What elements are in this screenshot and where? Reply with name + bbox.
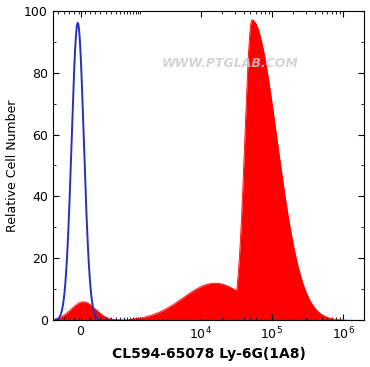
Text: WWW.PTGLAB.COM: WWW.PTGLAB.COM — [162, 57, 299, 70]
X-axis label: CL594-65078 Ly-6G(1A8): CL594-65078 Ly-6G(1A8) — [112, 348, 306, 361]
Y-axis label: Relative Cell Number: Relative Cell Number — [6, 99, 18, 232]
